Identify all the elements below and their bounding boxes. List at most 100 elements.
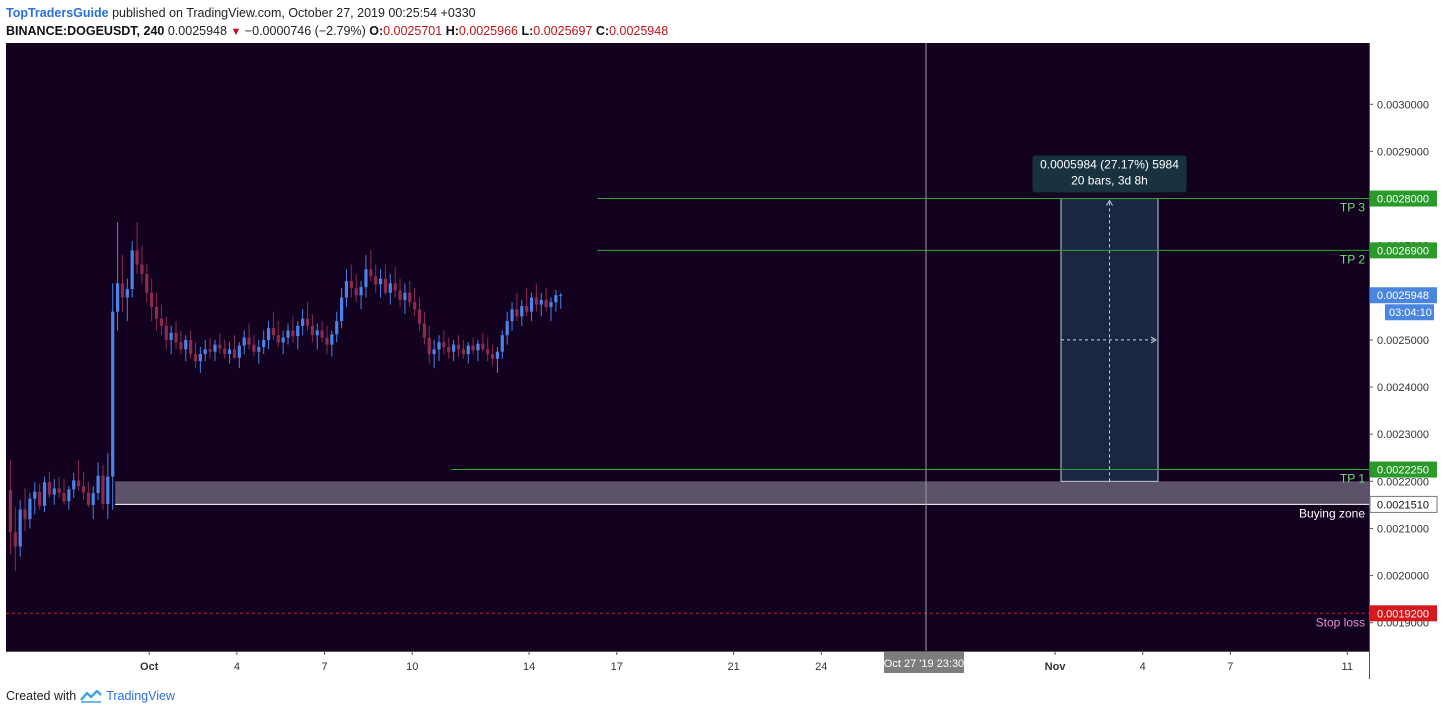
candle-body [77, 480, 81, 487]
candle-body [257, 347, 261, 352]
candle-body [554, 295, 558, 303]
candle-body [505, 321, 509, 336]
candle-body [276, 335, 280, 343]
candle-body [315, 330, 319, 336]
candle-body [67, 489, 71, 502]
tp-label-1: TP 3 [1340, 201, 1365, 215]
candle-body [301, 318, 305, 326]
tp-price-tag-2-text: 0.0026900 [1377, 245, 1429, 257]
candle-body [72, 480, 76, 490]
candle-body [359, 287, 363, 296]
price-tick-label: 0.0020000 [1377, 571, 1429, 583]
candle-body [247, 337, 251, 345]
candle-body [481, 343, 485, 350]
publish-line: TopTradersGuide published on TradingView… [6, 4, 668, 22]
candle-body [442, 342, 446, 347]
candle-body [42, 482, 47, 506]
price-tick-label: 0.0025000 [1377, 335, 1429, 347]
tp-price-tag-1-box [1370, 190, 1437, 207]
created-with-text: Created with [6, 689, 77, 703]
candle-body [281, 337, 285, 343]
candle-body [330, 334, 334, 345]
candle-body [189, 339, 193, 355]
high-value: 0.0025966 [458, 24, 518, 38]
down-arrow-icon: ▼ [230, 26, 242, 38]
candle-body [427, 337, 431, 355]
candle-body [320, 330, 324, 338]
candle-body [422, 323, 426, 338]
candle-body [403, 292, 407, 300]
candle-body [432, 349, 436, 355]
candle-body [335, 321, 339, 335]
measure-arrow-up-icon [1106, 199, 1113, 206]
candle-body [106, 476, 110, 504]
candle-body [452, 344, 456, 352]
candle-body [539, 299, 543, 305]
candle-body [529, 297, 534, 312]
candle-body [57, 488, 61, 494]
candle-body [208, 349, 212, 352]
candle-body [515, 309, 519, 317]
candle-body [413, 302, 417, 310]
price-chart[interactable]: Buying zone 0.0005984 (27.17%) 5984 20 bar… [6, 43, 1438, 679]
candle-body [96, 475, 100, 494]
candle-body [354, 288, 358, 296]
candle-body [111, 311, 115, 477]
tp-price-tag-3-text: 0.0022250 [1377, 465, 1429, 477]
candle-body [437, 342, 441, 350]
open-value: 0.0025701 [383, 24, 443, 38]
time-tick-label: 4 [1140, 661, 1146, 673]
tp-label-3: TP 1 [1340, 472, 1365, 486]
open-label: O: [369, 24, 384, 38]
candle-body [33, 491, 37, 499]
candle-body [495, 351, 500, 359]
candle-body [364, 269, 368, 288]
candle-body [135, 250, 139, 265]
stop-loss-price-tag-box [1370, 605, 1437, 622]
candle-body [242, 337, 246, 346]
price-tick-label: 0.0029000 [1377, 146, 1429, 158]
close-label: C: [595, 24, 610, 38]
tp-price-tag-2-box [1370, 242, 1437, 259]
candle-body [510, 309, 514, 322]
candle-body [13, 532, 17, 547]
candle-body [218, 344, 222, 349]
candle-body [369, 269, 373, 277]
close-value: 0.0025948 [609, 24, 669, 38]
candle-body [125, 289, 129, 298]
candle-body [310, 325, 314, 336]
tp-price-tag-3-box [1370, 461, 1437, 478]
change-text: −0.0000746 (−2.79%) [244, 24, 366, 38]
crosshair-time-label: Oct 27 '19 23:30 [884, 658, 964, 670]
candle-body [466, 345, 470, 355]
candle-body [184, 339, 188, 350]
candle-body [339, 297, 344, 322]
candle-body [8, 489, 13, 533]
last-price-text: 0.0025948 [167, 24, 227, 38]
candle-body [500, 335, 504, 352]
candle-body [461, 349, 465, 355]
footer: Created with TradingView [6, 689, 175, 703]
time-tick-label: 11 [1342, 661, 1353, 673]
candle-body [81, 486, 86, 493]
last-price-tag-box [1370, 287, 1437, 304]
tradingview-link[interactable]: TradingView [106, 689, 175, 703]
measure-label-line1: 0.0005984 (27.17%) 5984 [1040, 158, 1179, 172]
countdown-box [1385, 304, 1434, 321]
candle-body [408, 292, 412, 303]
buying-zone-price-tag-text: 0.0021510 [1377, 499, 1429, 511]
tp-label-2: TP 2 [1340, 252, 1365, 266]
symbol-name[interactable]: BINANCE:DOGEUSDT, 240 [6, 24, 165, 38]
author-link[interactable]: TopTradersGuide [6, 6, 109, 20]
candle-body [305, 318, 310, 326]
high-label: H: [445, 24, 459, 38]
candle-body [159, 318, 164, 326]
candle-body [544, 299, 548, 307]
candle-body [291, 330, 295, 337]
buying-zone-price-tag-box [1370, 496, 1437, 513]
price-tick-label: 0.0022000 [1377, 476, 1429, 488]
candle-body [417, 309, 422, 324]
time-tick-label: 7 [1227, 661, 1233, 673]
stop-loss-price-tag-text: 0.0019200 [1377, 608, 1429, 620]
candle-body [476, 343, 480, 351]
